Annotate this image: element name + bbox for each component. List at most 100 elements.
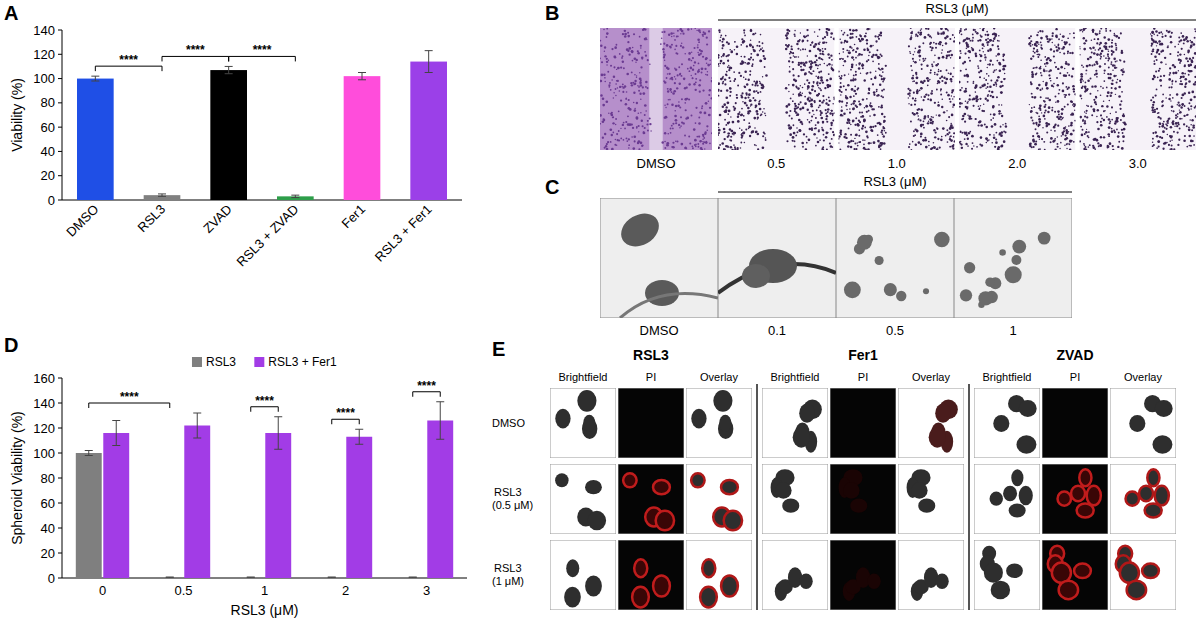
cell-dot	[930, 148, 932, 150]
cell-dot	[858, 129, 860, 131]
cell-dot	[667, 133, 669, 135]
cell-dot	[752, 33, 754, 35]
cell-dot	[637, 142, 639, 144]
cell-dot	[679, 73, 681, 75]
cell-dot	[800, 32, 801, 33]
error-cap	[91, 81, 99, 82]
cell-dot	[938, 43, 940, 45]
cell-dot	[758, 103, 761, 106]
cell-dot	[939, 146, 941, 148]
cell-dot	[960, 141, 961, 142]
cell-dot	[1041, 47, 1043, 49]
cell-dot	[760, 113, 762, 115]
cell-dot	[869, 126, 872, 129]
cell-dot	[744, 102, 747, 105]
cell-dot	[871, 130, 873, 132]
error-cap	[425, 72, 433, 73]
cell-dot	[1036, 124, 1038, 126]
y-tick	[58, 30, 62, 31]
cell-dot	[613, 75, 615, 77]
error-cap	[91, 76, 99, 77]
cell-dot	[701, 71, 703, 73]
cell-dot	[765, 139, 767, 141]
cell-dot	[602, 137, 604, 139]
cell-dot	[831, 68, 834, 71]
cell-dot	[605, 100, 608, 103]
cell-dot	[829, 78, 832, 81]
cell-dot	[685, 109, 687, 111]
cell-dot	[800, 101, 802, 103]
cell-dot	[921, 28, 923, 30]
cell-dot	[925, 28, 927, 30]
cell-dot	[788, 115, 790, 117]
cell-dot	[638, 125, 640, 127]
cell-dot	[918, 108, 920, 110]
cell-dot	[859, 121, 861, 123]
cell-dot	[786, 37, 788, 39]
cell-dot	[819, 29, 821, 31]
cell-dot	[996, 79, 998, 81]
cell-dot	[945, 78, 948, 81]
cell-dot	[600, 58, 601, 60]
cell-dot	[760, 60, 761, 61]
cell-dot	[935, 132, 937, 134]
cell-dot	[730, 146, 732, 148]
cell-dot	[798, 56, 800, 58]
cell-dot	[622, 61, 624, 63]
cell-dot	[828, 63, 831, 66]
cell-dot	[806, 136, 808, 138]
cell-dot	[681, 75, 683, 77]
bar	[265, 433, 291, 578]
cell-dot	[853, 100, 856, 103]
cell-dot	[762, 47, 763, 48]
cell-dot	[798, 62, 800, 64]
cell-dot	[673, 90, 676, 93]
cell-dot	[751, 65, 753, 67]
cell-dot	[927, 122, 929, 124]
cell-dot	[908, 146, 910, 148]
cell-dot	[663, 31, 665, 33]
cell-dot	[692, 146, 694, 148]
bar	[238, 577, 264, 578]
cell-dot	[617, 140, 619, 142]
cell-dot	[708, 101, 709, 102]
cell-dot	[632, 47, 634, 49]
cell-dot	[794, 140, 796, 142]
cell-dot	[840, 133, 842, 135]
cell-dot	[953, 96, 954, 97]
cell-dot	[794, 105, 796, 107]
cell-dot	[718, 134, 719, 136]
cell-dot	[848, 52, 850, 54]
cell-dot	[946, 110, 947, 111]
image-background	[959, 28, 1076, 150]
cell-dot	[679, 83, 681, 85]
cell-dot	[701, 105, 703, 107]
cell-dot	[826, 31, 828, 33]
cell-dot	[695, 144, 697, 146]
cell-dot	[671, 44, 673, 46]
cell-dot	[825, 112, 827, 114]
cell-dot	[1000, 81, 1002, 83]
cell-dot	[909, 95, 911, 97]
cell-dot	[814, 46, 816, 48]
cell-dot	[841, 100, 843, 102]
cell-dot	[696, 30, 697, 31]
cell-dot	[847, 56, 849, 58]
cell-dot	[721, 47, 723, 49]
cell-dot	[710, 63, 711, 64]
cell-dot	[691, 60, 693, 62]
cell-dot	[785, 48, 788, 51]
cell-dot	[820, 114, 822, 116]
cell-dot	[959, 50, 961, 52]
cell-dot	[728, 121, 730, 123]
cell-dot	[883, 142, 886, 145]
cell-dot	[814, 128, 816, 130]
cell-dot	[749, 135, 751, 137]
cell-dot	[882, 71, 884, 73]
cell-dot	[831, 110, 832, 111]
cell-dot	[639, 77, 642, 80]
cell-dot	[688, 52, 691, 55]
cell-dot	[640, 141, 643, 144]
cell-dot	[917, 31, 919, 33]
cell-dot	[677, 74, 679, 76]
